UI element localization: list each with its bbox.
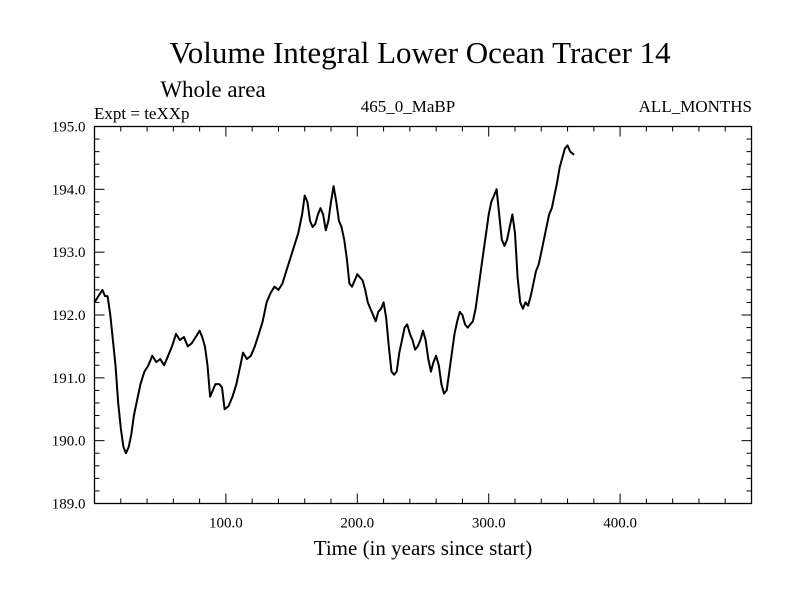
y-tick-labels: 189.0 190.0 191.0 192.0 193.0 194.0 195.0 <box>52 120 86 513</box>
x-tick-labels: 100.0 200.0 300.0 400.0 <box>209 516 637 532</box>
x-tick-label: 400.0 <box>603 516 637 532</box>
x-tick-label: 100.0 <box>209 516 243 532</box>
y-tick-label: 193.0 <box>52 245 86 261</box>
y-tick-label: 191.0 <box>52 371 86 387</box>
run-label: 465_0_MaBP <box>361 97 455 116</box>
axis-ticks <box>94 126 752 504</box>
y-tick-label: 194.0 <box>52 182 86 198</box>
y-tick-label: 192.0 <box>52 308 86 324</box>
y-tick-label: 195.0 <box>52 120 86 136</box>
months-label: ALL_MONTHS <box>639 97 752 116</box>
plot-frame <box>93 125 753 505</box>
x-axis-label: Time (in years since start) <box>314 536 533 560</box>
y-tick-label: 189.0 <box>52 497 86 513</box>
y-tick-label: 190.0 <box>52 434 86 450</box>
x-tick-label: 300.0 <box>472 516 506 532</box>
expt-label: Expt = teXXp <box>94 104 190 123</box>
x-tick-label: 200.0 <box>340 516 374 532</box>
series-line-tracer-14 <box>93 144 575 455</box>
chart-subtitle: Whole area <box>160 77 265 102</box>
chart-title: Volume Integral Lower Ocean Tracer 14 <box>169 35 671 70</box>
